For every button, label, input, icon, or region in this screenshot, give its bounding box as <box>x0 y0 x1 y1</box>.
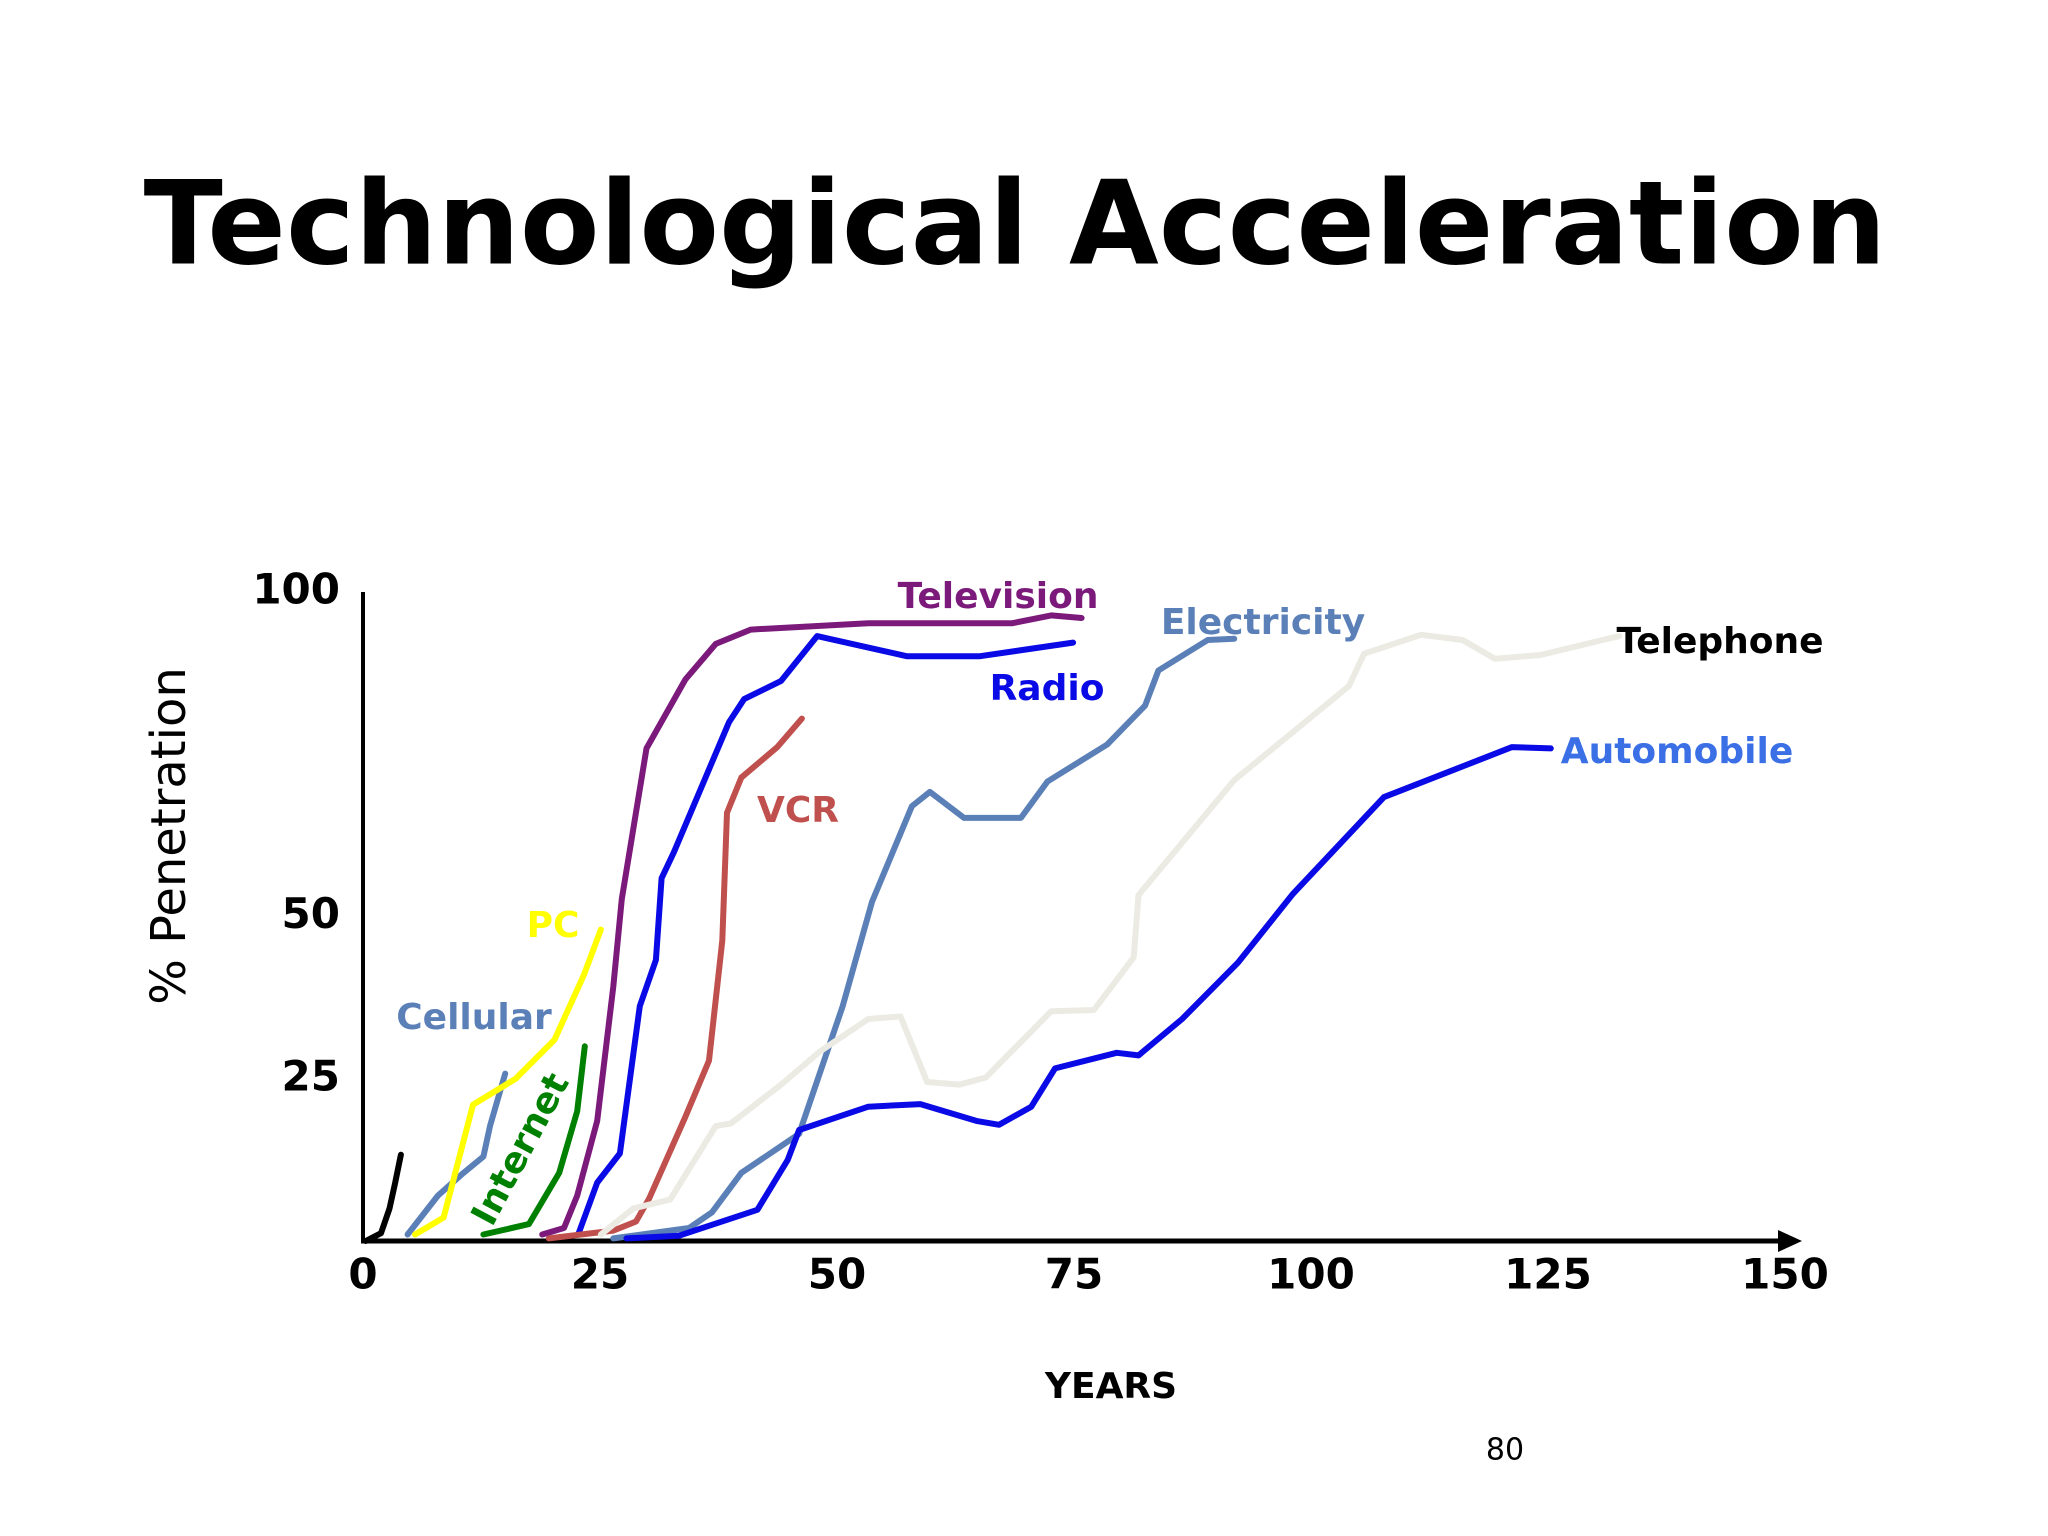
series-label: Automobile <box>1561 731 1794 772</box>
x-tick-label: 50 <box>808 1250 866 1299</box>
series-line <box>623 744 1554 1242</box>
x-tick-label: 25 <box>571 1250 629 1299</box>
series-line <box>404 1070 509 1238</box>
series-line <box>480 1043 588 1238</box>
series-line <box>412 926 604 1238</box>
x-tick-label: 100 <box>1267 1250 1355 1299</box>
slide-title: Technological Acceleration <box>144 157 1887 292</box>
x-tick-label: 150 <box>1741 1250 1829 1299</box>
x-tick-label: 75 <box>1045 1250 1103 1299</box>
series-line <box>610 635 1238 1242</box>
page-number: 80 <box>1486 1433 1524 1468</box>
series-label: Telephone <box>1616 621 1823 662</box>
x-tick-label: 0 <box>348 1250 377 1299</box>
x-axis-label: YEARS <box>1044 1366 1177 1407</box>
series-line <box>362 1151 404 1244</box>
y-tick-label: 25 <box>282 1051 340 1100</box>
series-line <box>597 631 1623 1238</box>
y-tick-label: 100 <box>252 565 340 614</box>
x-axis-arrow <box>1778 1230 1802 1252</box>
series-label: Radio <box>990 668 1105 709</box>
series-label: Cellular <box>396 997 552 1038</box>
series-label: Television <box>898 576 1099 617</box>
y-axis-label: % Penetration <box>141 667 197 1005</box>
series-label: Electricity <box>1161 602 1365 643</box>
series-line <box>545 715 805 1242</box>
series-line <box>539 612 1085 1238</box>
series-label: PC <box>527 905 580 946</box>
series-label: Internet <box>464 1067 578 1233</box>
y-tick-label: 50 <box>282 889 340 938</box>
x-tick-label: 125 <box>1504 1250 1592 1299</box>
series-line <box>575 633 1077 1238</box>
series-label: VCR <box>757 790 839 831</box>
